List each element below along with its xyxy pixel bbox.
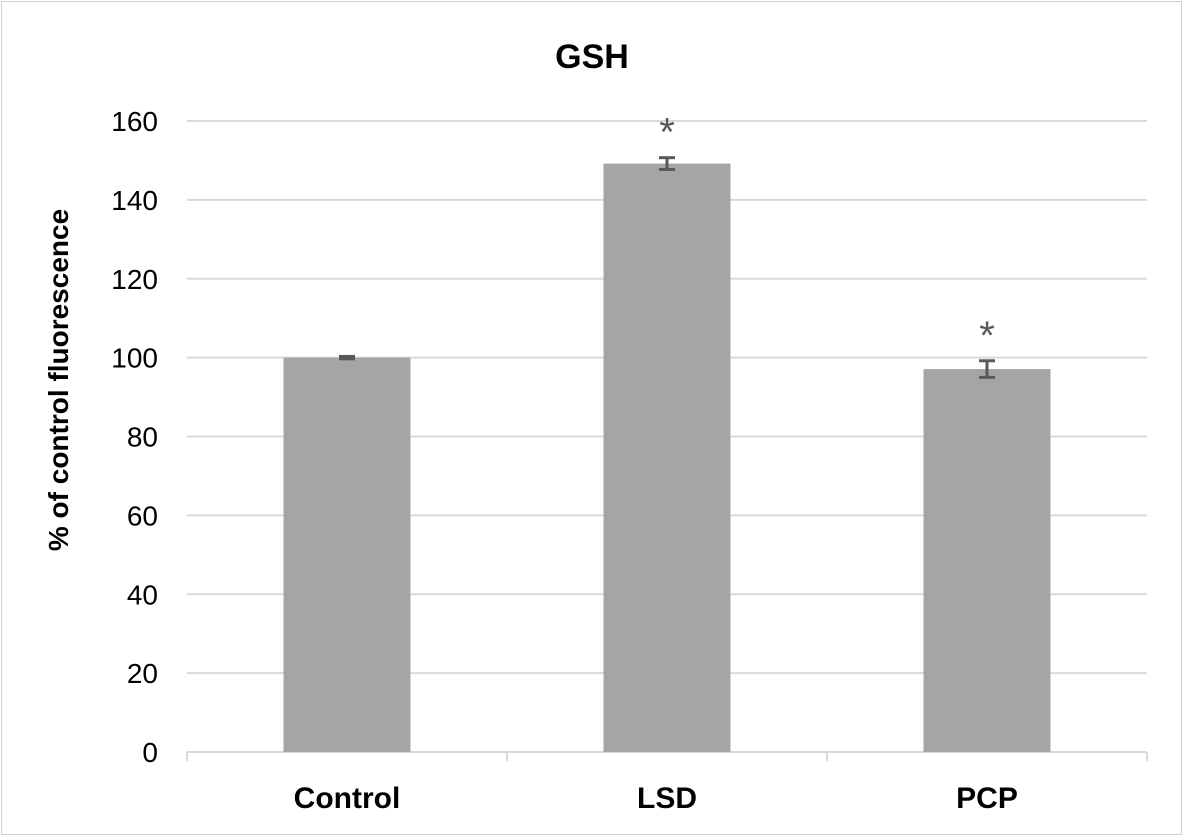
y-tick-label: 160 [111, 106, 158, 137]
y-tick-label: 100 [111, 343, 158, 374]
y-tick-label: 60 [127, 500, 158, 531]
bar-control [283, 357, 411, 752]
y-tick-label: 140 [111, 185, 158, 216]
x-tick-label: PCP [956, 782, 1018, 815]
y-tick-label: 120 [111, 264, 158, 295]
bar-lsd [603, 163, 731, 752]
chart-title: GSH [555, 38, 629, 76]
significance-marker: * [659, 111, 675, 155]
y-tick-label: 40 [127, 579, 158, 610]
x-tick-label: LSD [637, 782, 697, 815]
x-tick-label: Control [294, 782, 401, 815]
y-tick-label: 0 [142, 737, 158, 768]
y-tick-label: 20 [127, 658, 158, 689]
significance-marker: * [979, 314, 995, 358]
y-axis-label: % of control fluorescence [43, 209, 74, 551]
y-tick-label: 80 [127, 422, 158, 453]
bar-pcp [923, 369, 1051, 752]
